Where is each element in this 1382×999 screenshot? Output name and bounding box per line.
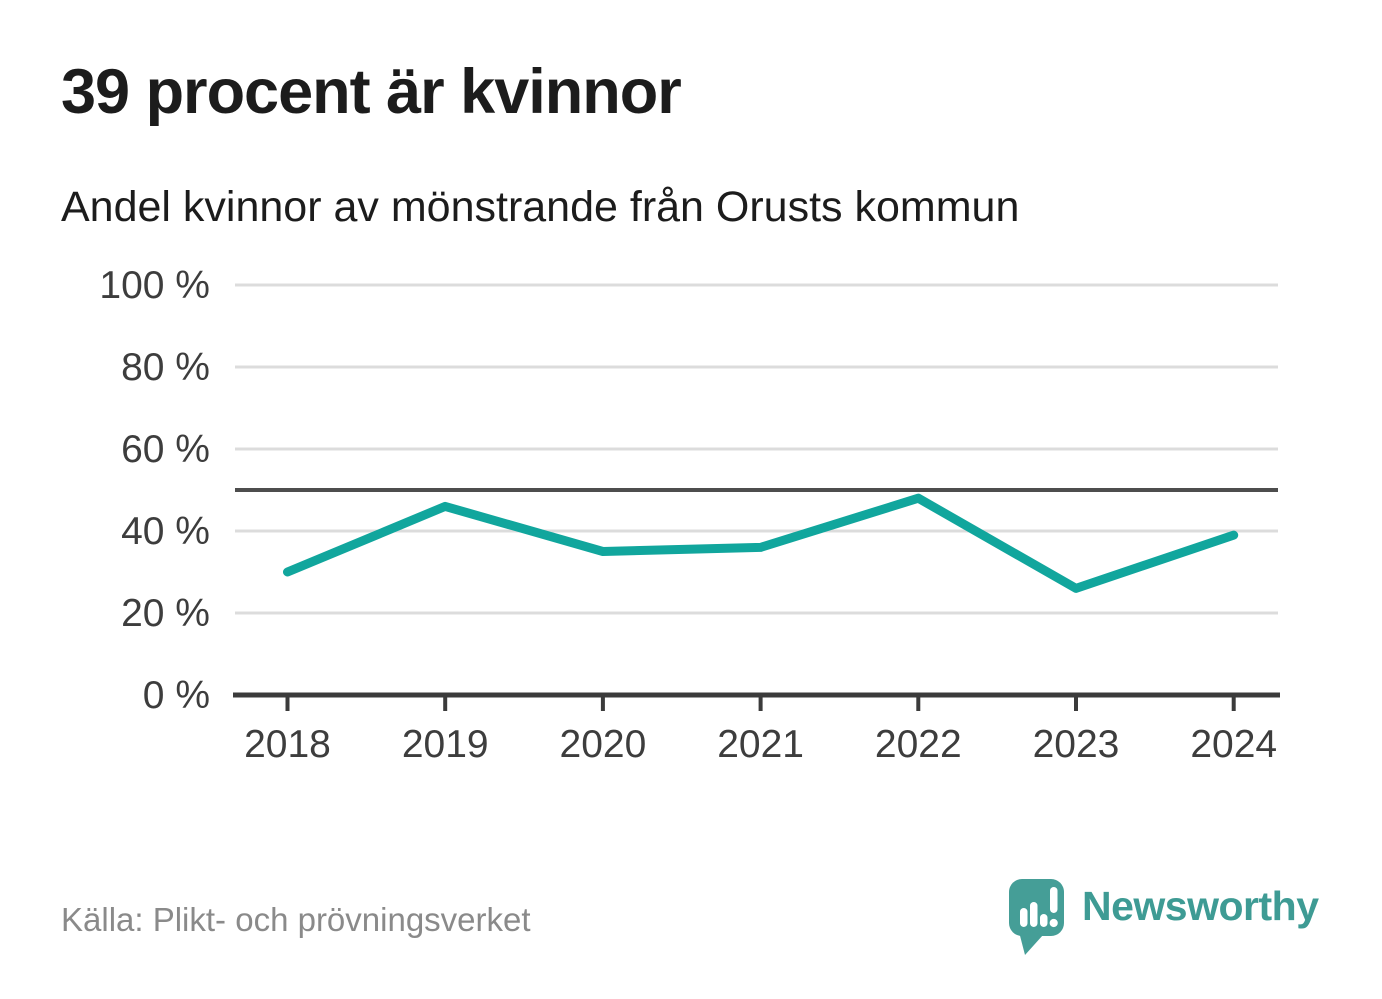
data-line — [283, 493, 1239, 593]
source-attribution: Källa: Plikt- och prövningsverket — [61, 901, 531, 938]
y-tick-label: 0 % — [143, 674, 210, 717]
line-chart: 0 % 20 % 40 % 60 % 80 % 100 % 2018 2019 2020 2021… — [99, 264, 1280, 766]
brand-name: Newsworthy — [1082, 883, 1319, 929]
x-tick-label: 2018 — [244, 723, 331, 766]
y-tick-label: 60 % — [121, 428, 210, 471]
y-tick-label: 80 % — [121, 346, 210, 389]
chart-subtitle: Andel kvinnor av mönstrande från Orusts … — [61, 183, 1020, 231]
x-tick-label: 2020 — [560, 723, 647, 766]
newsworthy-brand: Newsworthy — [1008, 878, 1338, 968]
x-tick-label: 2019 — [402, 723, 489, 766]
x-tick-label: 2024 — [1190, 723, 1277, 766]
y-tick-label: 40 % — [121, 510, 210, 553]
page-title: 39 procent är kvinnor — [61, 57, 682, 127]
x-tick-label: 2022 — [875, 723, 962, 766]
newsworthy-logo-icon — [1009, 879, 1064, 955]
y-tick-label: 100 % — [99, 264, 210, 307]
x-tick-label: 2021 — [717, 723, 804, 766]
x-tick-label: 2023 — [1033, 723, 1120, 766]
y-tick-label: 20 % — [121, 592, 210, 635]
